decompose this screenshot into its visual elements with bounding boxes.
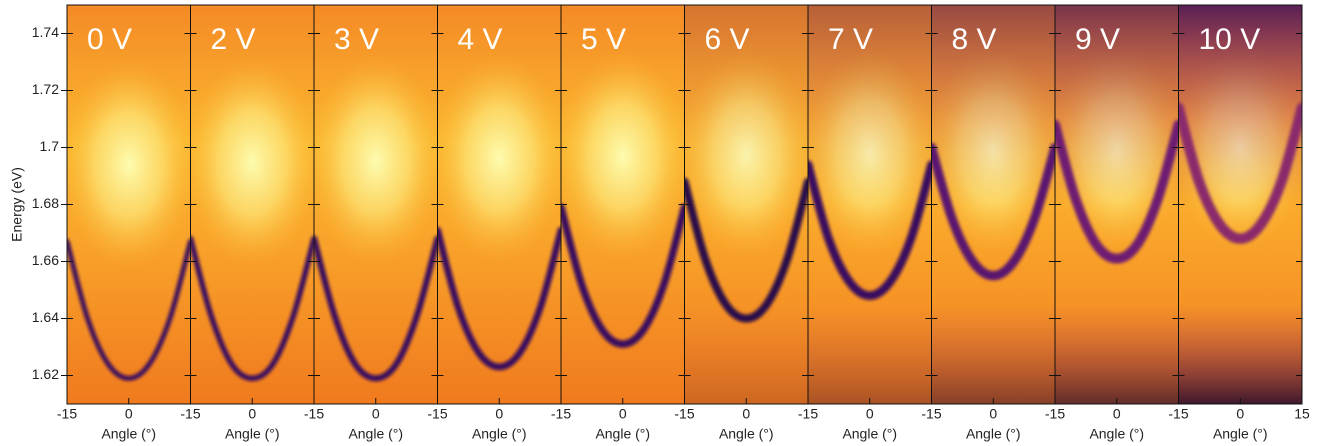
x-tick-label: -15 bbox=[304, 406, 324, 422]
x-tick-label: -15 bbox=[1168, 406, 1188, 422]
x-tick-label: -15 bbox=[798, 406, 818, 422]
y-axis-label: Energy (eV) bbox=[9, 167, 25, 242]
panel-glow bbox=[561, 52, 685, 261]
panel-shade bbox=[1178, 5, 1302, 404]
dispersion-curve bbox=[314, 235, 438, 382]
y-tick-label: 1.74 bbox=[32, 24, 59, 40]
x-axis-label: Angle (°) bbox=[966, 426, 1021, 442]
panel bbox=[1178, 5, 1302, 404]
dispersion-curve bbox=[684, 177, 808, 323]
x-tick-label: -15 bbox=[551, 406, 571, 422]
x-tick-label: 0 bbox=[742, 406, 750, 422]
panel-title: 6 V bbox=[705, 23, 750, 56]
panel-shade bbox=[684, 5, 808, 404]
x-tick-label: 0 bbox=[866, 406, 874, 422]
x-axis-label: Angle (°) bbox=[1213, 426, 1268, 442]
x-tick-label: -15 bbox=[1045, 406, 1065, 422]
y-tick-label: 1.64 bbox=[32, 309, 59, 325]
panel-glow bbox=[67, 60, 191, 269]
x-axis-label: Angle (°) bbox=[472, 426, 527, 442]
panel-title: 9 V bbox=[1075, 23, 1120, 56]
panel-shade bbox=[808, 5, 932, 404]
panel bbox=[931, 5, 1055, 404]
panel-title: 0 V bbox=[87, 23, 132, 56]
dispersion-curve bbox=[67, 239, 191, 381]
panel bbox=[190, 5, 314, 404]
x-tick-label: -15 bbox=[427, 406, 447, 422]
y-tick-label: 1.62 bbox=[32, 366, 59, 382]
panel-glow bbox=[437, 54, 561, 263]
x-tick-label: 15 bbox=[1294, 406, 1310, 422]
x-axis-label: Angle (°) bbox=[348, 426, 403, 442]
x-axis-label: Angle (°) bbox=[101, 426, 156, 442]
panel bbox=[67, 5, 191, 404]
panel-title: 3 V bbox=[334, 23, 379, 56]
panel bbox=[808, 5, 932, 404]
x-tick-label: 0 bbox=[125, 406, 133, 422]
panel-glow bbox=[314, 56, 438, 265]
y-tick-label: 1.68 bbox=[32, 195, 59, 211]
panel-title: 10 V bbox=[1199, 23, 1261, 56]
x-tick-label: -15 bbox=[674, 406, 694, 422]
panel-title: 5 V bbox=[581, 23, 626, 56]
dispersion-curve bbox=[808, 160, 932, 301]
x-axis-label: Angle (°) bbox=[719, 426, 774, 442]
x-tick-label: -15 bbox=[921, 406, 941, 422]
panel bbox=[561, 5, 685, 404]
x-tick-label: 0 bbox=[495, 406, 503, 422]
x-tick-label: 0 bbox=[372, 406, 380, 422]
panel bbox=[1055, 5, 1179, 404]
x-axis-label: Angle (°) bbox=[595, 426, 650, 442]
y-tick-label: 1.72 bbox=[32, 81, 59, 97]
x-tick-label: -15 bbox=[180, 406, 200, 422]
dispersion-curve bbox=[437, 226, 561, 371]
dispersion-curve bbox=[1178, 102, 1302, 244]
x-tick-label: 0 bbox=[619, 406, 627, 422]
panel bbox=[684, 5, 808, 404]
x-axis-label: Angle (°) bbox=[842, 426, 897, 442]
panel-title: 2 V bbox=[211, 23, 256, 56]
panel-glow bbox=[190, 58, 314, 267]
x-tick-label: 0 bbox=[1113, 406, 1121, 422]
x-axis-label: Angle (°) bbox=[1089, 426, 1144, 442]
x-tick-label: 0 bbox=[989, 406, 997, 422]
panel-title: 8 V bbox=[952, 23, 997, 56]
dispersion-curve bbox=[190, 235, 314, 382]
dispersion-curve bbox=[1055, 119, 1179, 264]
y-tick-label: 1.7 bbox=[40, 138, 60, 154]
panel-title: 4 V bbox=[458, 23, 503, 56]
panel bbox=[314, 5, 438, 404]
panel bbox=[437, 5, 561, 404]
y-tick-label: 1.66 bbox=[32, 252, 59, 268]
x-tick-label: 0 bbox=[1236, 406, 1244, 422]
x-tick-label: -15 bbox=[57, 406, 77, 422]
dispersion-curve bbox=[561, 203, 685, 348]
dispersion-curve bbox=[931, 142, 1055, 281]
panel-title: 7 V bbox=[828, 23, 873, 56]
x-tick-label: 0 bbox=[248, 406, 256, 422]
x-axis-label: Angle (°) bbox=[225, 426, 280, 442]
